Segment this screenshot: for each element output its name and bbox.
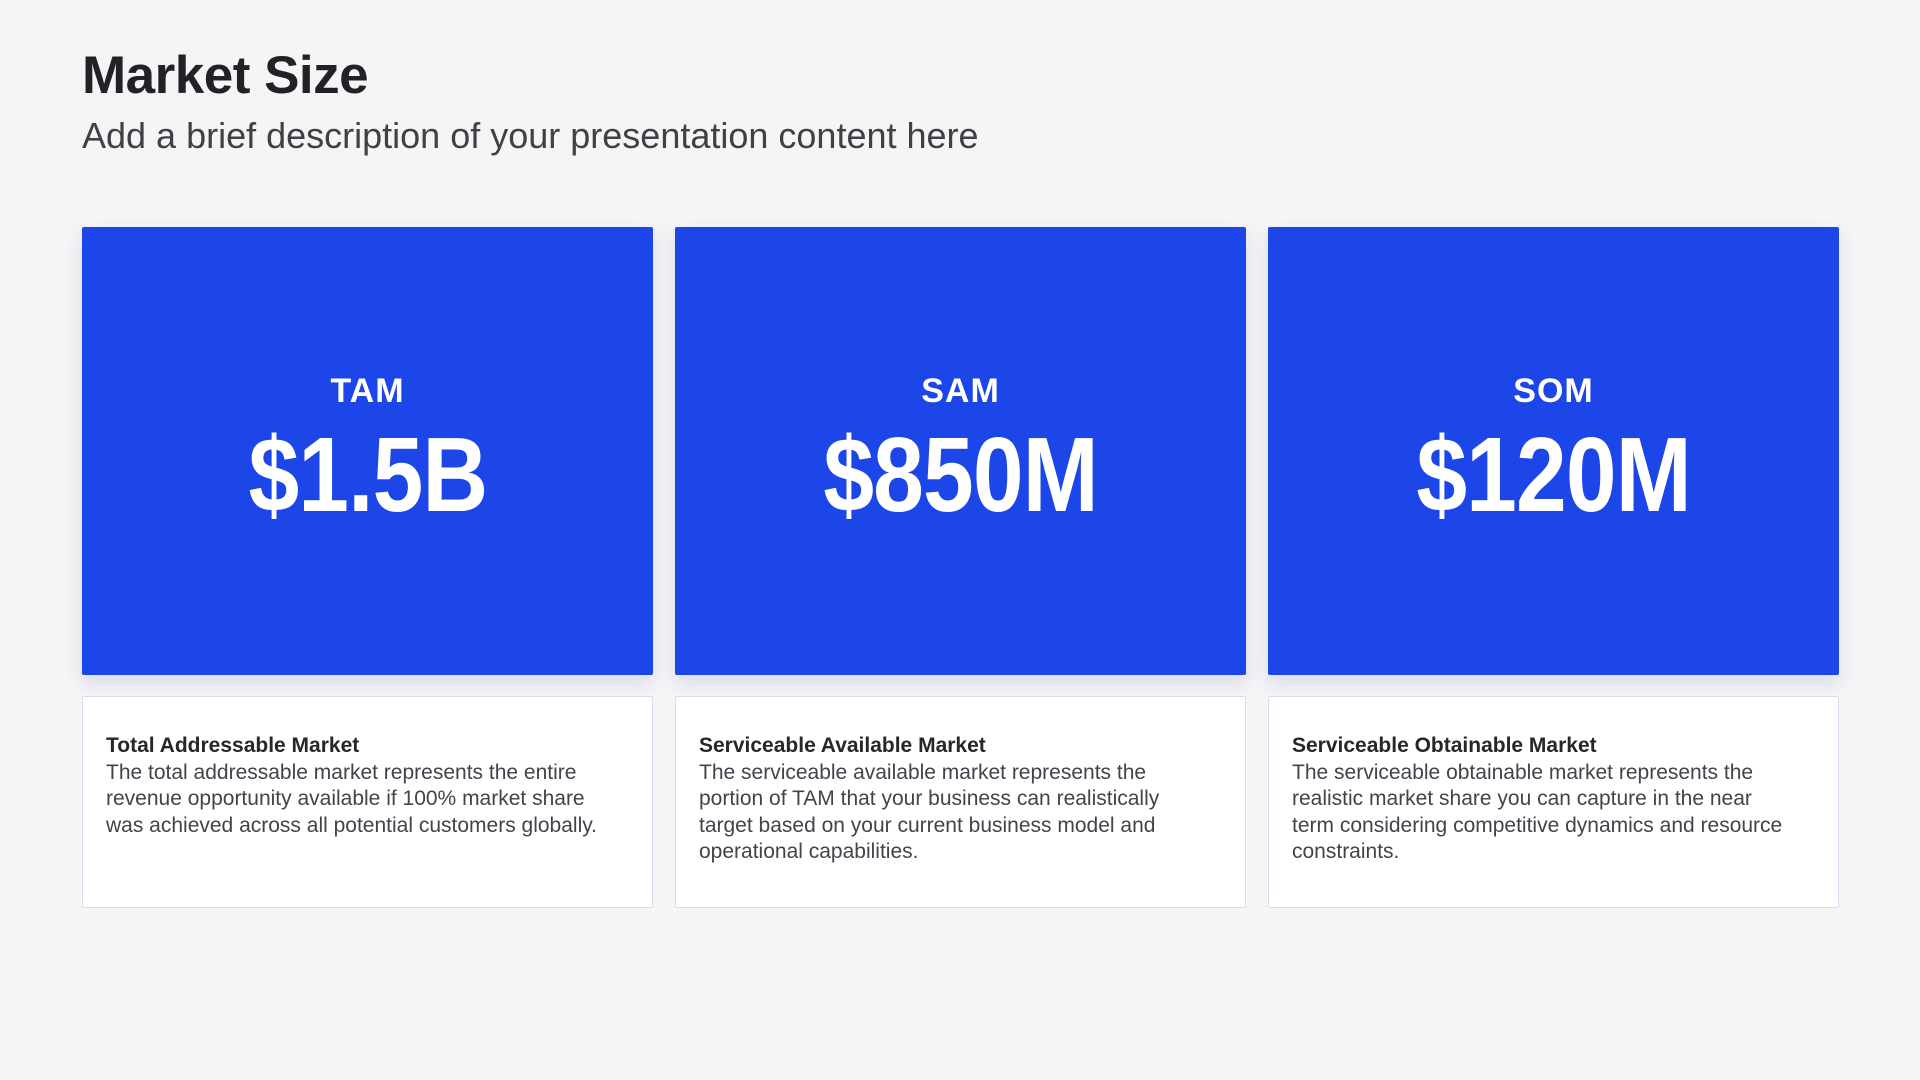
metric-value-som: $120M — [1416, 416, 1691, 534]
desc-body-sam: The serviceable available market represe… — [699, 760, 1160, 864]
metric-card-tam: TAM $1.5B — [82, 227, 653, 675]
slide-title: Market Size — [82, 46, 369, 105]
metric-label-som: SOM — [1513, 372, 1594, 410]
desc-body-som: The serviceable obtainable market repres… — [1292, 760, 1783, 864]
metric-value-tam: $1.5B — [248, 416, 488, 534]
metric-value-sam: $850M — [823, 416, 1098, 534]
metric-card-som: SOM $120M — [1268, 227, 1839, 675]
slide-subtitle: Add a brief description of your presenta… — [82, 115, 979, 156]
desc-body-tam: The total addressable market represents … — [106, 760, 598, 837]
metric-card-sam: SAM $850M — [675, 227, 1246, 675]
metric-label-tam: TAM — [330, 372, 405, 410]
metrics-row: TAM $1.5B SAM $850M SOM $120M — [82, 227, 1839, 675]
desc-card-sam: Serviceable Available Market The service… — [675, 696, 1246, 908]
desc-heading-sam: Serviceable Available Market — [699, 734, 986, 757]
metric-label-sam: SAM — [921, 372, 1000, 410]
slide-header: Market Size Add a brief description of y… — [82, 46, 1839, 158]
descriptions-row: Total Addressable Market The total addre… — [82, 696, 1839, 908]
desc-heading-som: Serviceable Obtainable Market — [1292, 734, 1597, 757]
desc-card-som: Serviceable Obtainable Market The servic… — [1268, 696, 1839, 908]
desc-card-tam: Total Addressable Market The total addre… — [82, 696, 653, 908]
desc-heading-tam: Total Addressable Market — [106, 734, 360, 757]
